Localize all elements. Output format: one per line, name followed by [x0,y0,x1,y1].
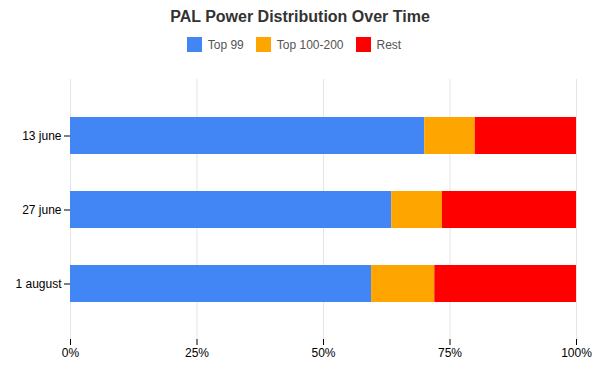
svg-text:13 june: 13 june [22,129,62,143]
svg-text:75%: 75% [438,346,462,360]
svg-text:27 june: 27 june [22,203,62,217]
svg-text:25%: 25% [185,346,209,360]
html-text:Top 99: Top 99 [207,37,244,52]
svg-text:0%: 0% [62,346,80,360]
svg-text:50%: 50% [311,346,335,360]
html-text:Top 100-200: Top 100-200 [276,37,344,52]
html-text:PAL Power Distribution Over Ti: PAL Power Distribution Over Time [170,8,430,25]
svg-text:100%: 100% [561,346,592,360]
svg-text:1 august: 1 august [15,277,62,291]
html-text:Rest: Rest [376,37,402,52]
